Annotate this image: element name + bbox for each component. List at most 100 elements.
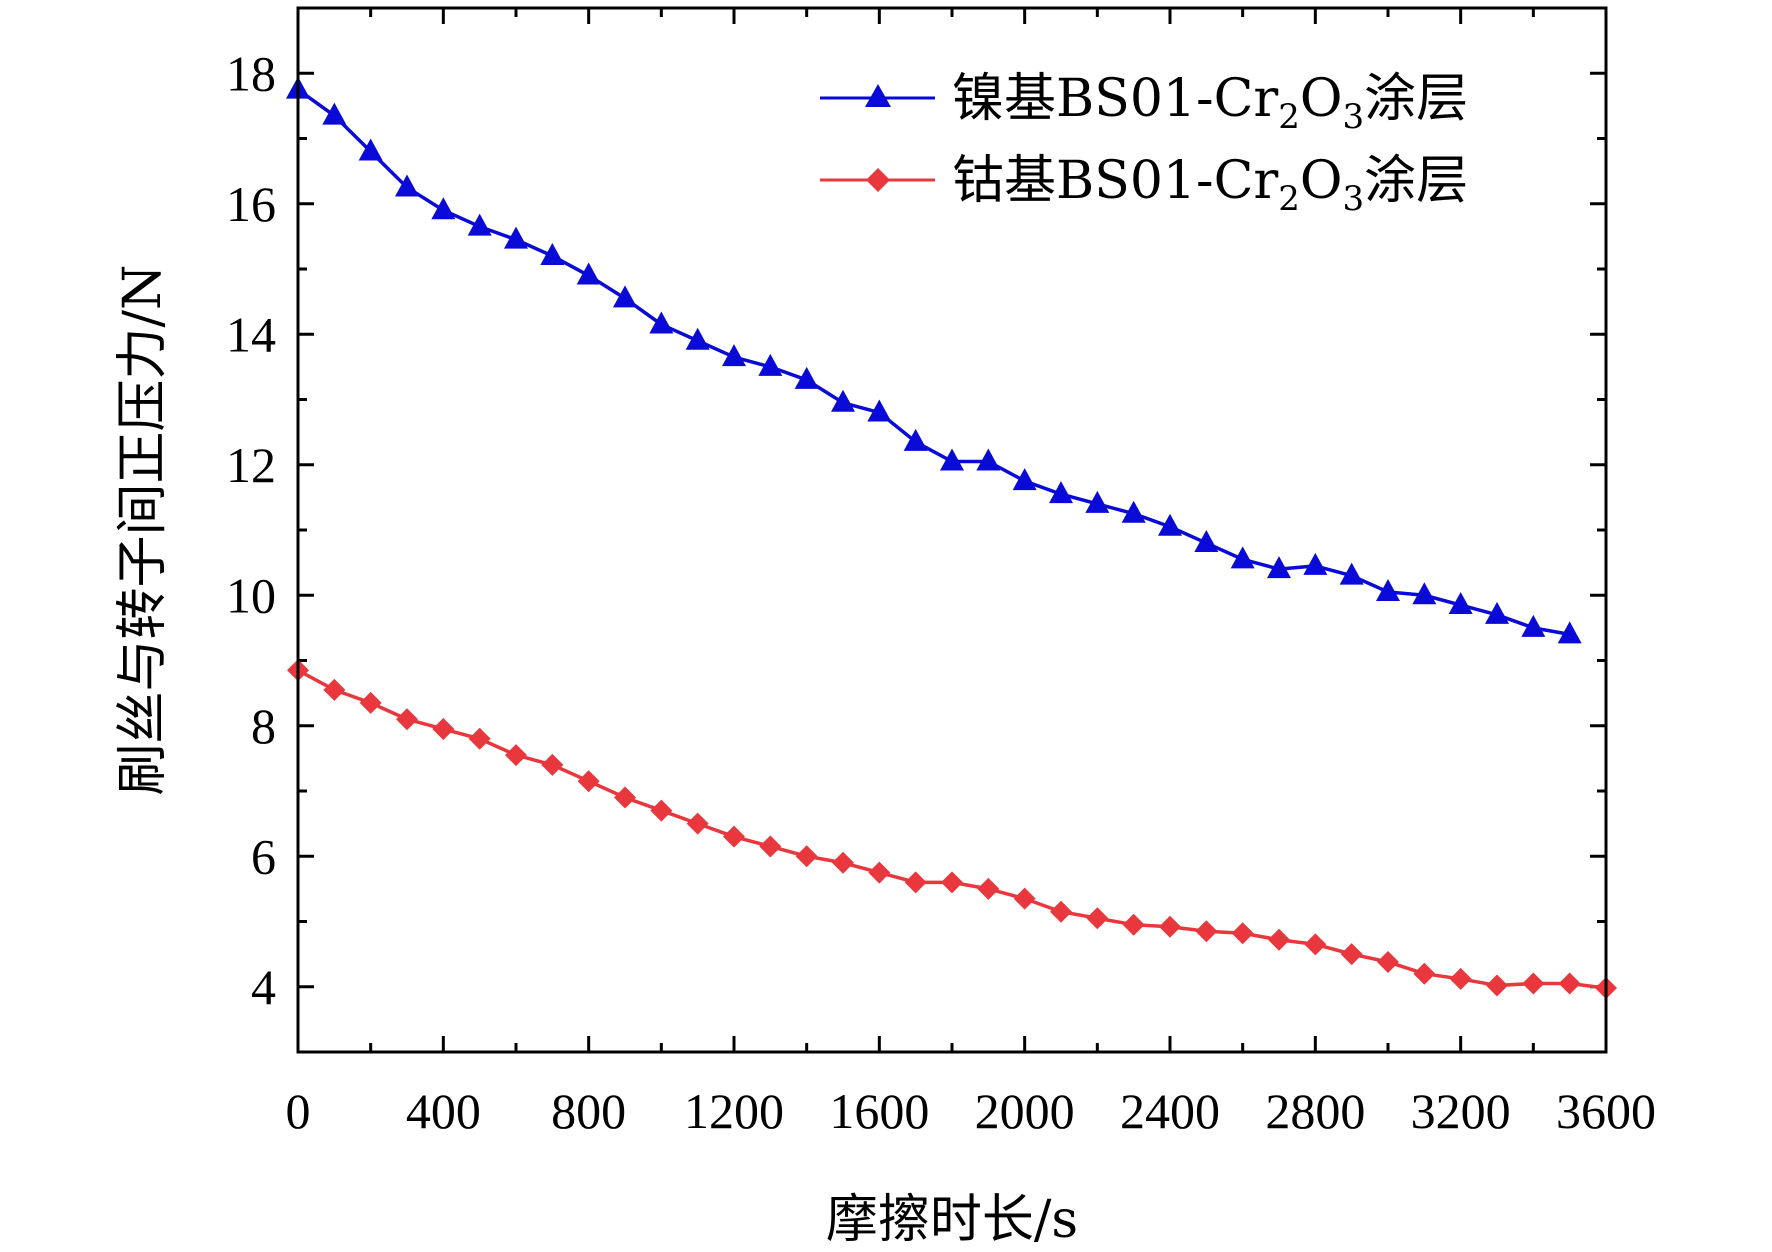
data-point (1413, 962, 1436, 985)
x-tick-label: 800 (551, 1083, 626, 1139)
data-point (431, 197, 456, 220)
data-point (1304, 933, 1327, 956)
data-point (1230, 546, 1255, 569)
y-tick-label: 6 (251, 828, 276, 884)
y-tick-label: 4 (251, 959, 276, 1015)
y-tick-label: 12 (226, 437, 276, 493)
data-point (1521, 614, 1546, 637)
data-point (723, 825, 745, 848)
y-tick-label: 10 (226, 567, 276, 623)
series-layer (286, 76, 1617, 1000)
data-point (576, 262, 601, 285)
legend-item-nickel: 镍基BS01-Cr2O3涂层 (820, 69, 1468, 137)
plot-frame (296, 6, 1608, 1054)
data-point (396, 708, 418, 731)
data-point (1195, 920, 1218, 943)
data-point (686, 812, 709, 835)
data-point (323, 678, 346, 701)
data-point (540, 242, 565, 265)
data-point (1558, 972, 1581, 995)
data-point (722, 344, 746, 367)
data-point (614, 786, 636, 809)
data-point (1303, 552, 1328, 575)
data-point (759, 835, 782, 858)
data-point (795, 845, 818, 868)
data-point (467, 213, 492, 236)
data-point (358, 138, 383, 161)
data-point (1049, 481, 1073, 504)
data-point (577, 770, 600, 793)
legend-label-cobalt: 钴基BS01-Cr2O3涂层 (952, 151, 1468, 219)
data-point (867, 399, 892, 422)
data-point (940, 448, 964, 471)
data-point (1231, 922, 1254, 945)
data-point (1085, 490, 1110, 513)
data-point (1485, 601, 1509, 624)
x-tick-label: 2800 (1265, 1083, 1365, 1139)
data-point (649, 311, 674, 334)
data-point (1012, 468, 1037, 491)
series-1 (287, 659, 1617, 1000)
y-tick-label: 14 (226, 306, 276, 362)
data-point (1557, 621, 1582, 644)
data-point (1158, 513, 1182, 536)
legend-label-nickel: 镍基BS01-Cr2O3涂层 (952, 69, 1468, 137)
x-tick-label: 3600 (1556, 1083, 1656, 1139)
data-point (1522, 972, 1545, 995)
data-point (1340, 943, 1363, 966)
data-point (1013, 887, 1036, 910)
tick-labels: 0 400 800 1200 1600 2000 2400 2800 3200 3600 4 6 8 10… (226, 45, 1656, 1139)
data-point (1159, 915, 1181, 938)
x-tick-label: 0 (286, 1083, 311, 1139)
data-point (1121, 500, 1146, 523)
data-point (904, 871, 927, 894)
legend-marker-cobalt (866, 168, 890, 192)
data-point (1448, 592, 1473, 615)
legend: 镍基BS01-Cr2O3涂层 钴基BS01-Cr2O3涂层 (820, 69, 1468, 219)
y-tick-label: 8 (251, 698, 276, 754)
data-point (1267, 556, 1291, 579)
data-point (432, 718, 455, 741)
x-tick-label: 1200 (684, 1083, 784, 1139)
x-tick-label: 2000 (975, 1083, 1075, 1139)
data-point (613, 285, 637, 308)
x-tick-label: 400 (406, 1083, 481, 1139)
y-tick-label: 18 (226, 45, 276, 101)
data-point (1486, 974, 1508, 997)
data-point (395, 174, 419, 197)
x-tick-label: 2400 (1120, 1083, 1220, 1139)
data-point (1376, 578, 1400, 601)
data-point (468, 727, 491, 750)
x-axis-title: 摩擦时长/s (826, 1190, 1078, 1250)
data-point (322, 102, 347, 125)
data-point (976, 448, 1001, 471)
series-0 (286, 76, 1582, 644)
data-point (903, 428, 928, 451)
data-point (758, 353, 783, 376)
data-point (1268, 928, 1290, 951)
data-point (1449, 967, 1472, 990)
data-point (685, 327, 710, 350)
data-point (941, 871, 963, 894)
data-point (1339, 562, 1364, 585)
data-point (1086, 907, 1109, 930)
data-point (1194, 530, 1219, 553)
legend-marker-nickel (865, 84, 891, 107)
data-point (868, 861, 891, 884)
legend-item-cobalt: 钴基BS01-Cr2O3涂层 (820, 151, 1468, 219)
data-point (1050, 900, 1072, 923)
data-point (650, 799, 673, 822)
data-point (505, 744, 527, 767)
data-point (1122, 913, 1145, 936)
data-point (831, 389, 855, 412)
data-point (794, 366, 819, 389)
y-axis-title: 刷丝与转子间正压力/N (113, 264, 173, 795)
x-tick-label: 1600 (829, 1083, 929, 1139)
data-point (1377, 950, 1399, 973)
data-point (977, 877, 1000, 900)
x-tick-label: 3200 (1411, 1083, 1511, 1139)
data-point (504, 226, 528, 249)
data-point (541, 753, 564, 776)
